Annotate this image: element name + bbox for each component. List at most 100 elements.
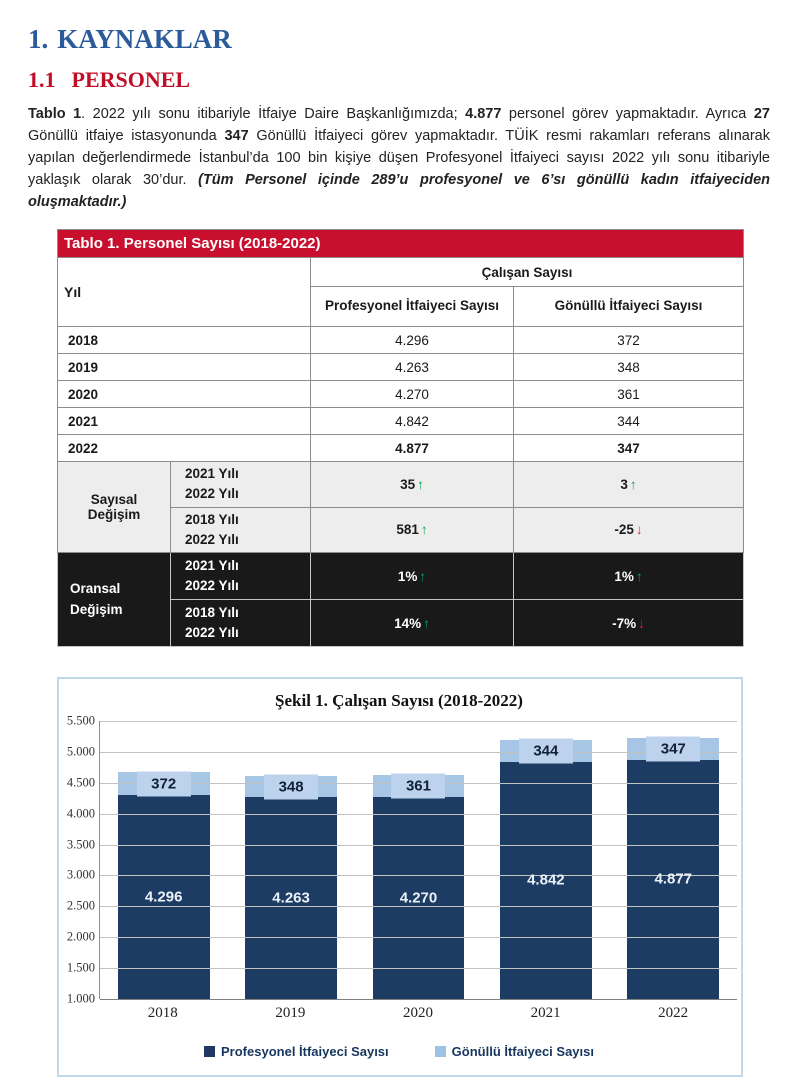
- legend-swatch-light-icon: [434, 1046, 446, 1058]
- professional-value-label: 4.296: [144, 888, 183, 906]
- table-subheader-row: Profesyonel İtfaiyeci Sayısı Gönüllü İtf…: [58, 286, 745, 328]
- y-axis-tick: 2.000: [66, 929, 95, 944]
- table-row: 2019 4.263 348: [57, 353, 745, 382]
- gridline: [100, 844, 737, 846]
- section-title: KAYNAKLAR: [57, 24, 232, 54]
- legend-item-professional: Profesyonel İtfaiyeci Sayısı: [204, 1044, 389, 1059]
- arrow-up-icon: ↑: [629, 476, 637, 492]
- professional-segment: 4.263: [245, 797, 337, 1000]
- figure-chart: Şekil 1. Çalışan Sayısı (2018-2022) 5.50…: [57, 677, 743, 1078]
- arrow-down-icon: ↓: [638, 615, 645, 631]
- x-axis-label: 2019: [275, 1005, 306, 1022]
- volunteer-change: -7% ↓: [512, 599, 745, 648]
- bar-2022: 347 4.877: [610, 721, 737, 1000]
- text-run: 27: [753, 105, 770, 122]
- professional-segment: 4.270: [372, 797, 465, 1000]
- gridline: [100, 906, 737, 908]
- period-line: 2022 Yılı: [185, 486, 239, 502]
- volunteer-value-label: 347: [646, 736, 701, 762]
- subsection-heading: 1.1 PERSONEL: [28, 66, 770, 92]
- year-cell: 2018: [57, 326, 311, 355]
- text-run: Gönüllü İtfaiyeci görev yapmaktadır. TÜİ…: [28, 127, 770, 188]
- year-column-header: Yıl: [57, 257, 311, 328]
- subsection-title: PERSONEL: [71, 66, 191, 92]
- professional-value-label: 4.877: [654, 870, 693, 888]
- professional-change: 1% ↑: [310, 552, 514, 601]
- professional-segment: 4.877: [627, 759, 720, 1000]
- period-cell: 2021 Yılı 2022 Yılı: [170, 461, 311, 508]
- y-axis-tick: 5.500: [66, 713, 95, 728]
- change-value: 1%: [397, 568, 418, 584]
- y-axis-tick: 1.500: [66, 960, 95, 975]
- text-run: (Tüm Personel içinde 289’u profesyonel v…: [28, 171, 770, 210]
- volunteer-column-header: Gönüllü İtfaiyeci Sayısı: [512, 286, 745, 328]
- bar-2021: 344 4.842: [482, 721, 609, 1000]
- arrow-up-icon: ↑: [635, 568, 643, 584]
- legend-label: Profesyonel İtfaiyeci Sayısı: [221, 1044, 389, 1060]
- stacked-bar: 344 4.842: [500, 738, 592, 1000]
- table-title: Tablo 1. Personel Sayısı (2018-2022): [56, 229, 745, 259]
- volunteer-count: 348: [512, 353, 745, 382]
- period-line: 2021 Yılı: [185, 466, 239, 482]
- professional-count: 4.877: [310, 434, 514, 463]
- volunteer-segment: 347: [627, 736, 720, 762]
- table-row: 2018 4.296 372: [57, 326, 745, 355]
- stacked-bar: 361 4.270: [372, 773, 465, 1000]
- professional-segment: 4.296: [117, 795, 210, 1000]
- gridline: [100, 937, 737, 939]
- professional-change: 35 ↑: [310, 461, 514, 508]
- change-value: 581: [396, 522, 419, 538]
- volunteer-value-label: 372: [136, 771, 191, 797]
- section-heading: 1. KAYNAKLAR: [28, 24, 770, 55]
- text-run: Gönüllü itfaiye istasyonunda: [28, 127, 225, 144]
- volunteer-value-label: 361: [391, 773, 446, 799]
- table-row: 2022 4.877 347: [57, 434, 745, 463]
- period-line: 2022 Yılı: [185, 578, 239, 594]
- period-line: 2022 Yılı: [185, 625, 239, 641]
- x-axis-label: 2021: [530, 1005, 561, 1022]
- period-cell: 2018 Yılı 2022 Yılı: [170, 506, 311, 554]
- y-axis-tick: 2.500: [66, 898, 95, 913]
- y-axis: 5.500 5.000 4.500 4.000 3.500 3.000 2.500 2.000…: [61, 714, 99, 1006]
- professional-count: 4.270: [310, 380, 514, 409]
- volunteer-count: 372: [512, 326, 745, 355]
- gridline: [100, 721, 737, 723]
- numeric-change-label: Sayısal Değişim: [57, 461, 171, 554]
- x-axis-label: 2020: [402, 1005, 433, 1022]
- text-run: 347: [224, 127, 249, 144]
- professional-change: 14% ↑: [310, 599, 514, 648]
- professional-column-header: Profesyonel İtfaiyeci Sayısı: [310, 286, 514, 328]
- volunteer-segment: 372: [117, 771, 210, 797]
- change-value: 3: [620, 476, 628, 492]
- period-line: 2018 Yılı: [185, 511, 239, 527]
- table-title-row: Tablo 1. Personel Sayısı (2018-2022): [56, 229, 745, 259]
- year-cell: 2021: [57, 407, 311, 436]
- volunteer-count: 344: [512, 407, 745, 436]
- subsection-number: 1.1: [28, 66, 56, 92]
- stacked-bar: 372 4.296: [117, 771, 210, 1000]
- bar-2019: 348 4.263: [227, 721, 354, 1000]
- percent-change-label: Oransal Değişim: [57, 552, 171, 648]
- professional-count: 4.263: [310, 353, 514, 382]
- text-run: Tablo 1: [28, 105, 82, 122]
- group-column-header: Çalışan Sayısı: [309, 257, 745, 288]
- change-value: 14%: [394, 615, 422, 631]
- y-axis-tick: 1.000: [66, 991, 95, 1006]
- volunteer-segment: 361: [372, 773, 465, 799]
- period-line: 2021 Yılı: [185, 557, 239, 573]
- professional-value-label: 4.842: [527, 871, 565, 889]
- volunteer-change: -25 ↓: [512, 506, 745, 554]
- period-line: 2022 Yılı: [185, 531, 239, 547]
- change-value: 35: [400, 476, 416, 492]
- text-run: . 2022 yılı sonu itibariyle İtfaiye Dair…: [81, 105, 466, 122]
- professional-change: 581 ↑: [310, 506, 514, 554]
- y-axis-tick: 3.000: [66, 867, 95, 882]
- bar-2020: 361 4.270: [355, 721, 482, 1000]
- percent-change-row: 2018 Yılı 2022 Yılı 14% ↑ -7% ↓: [57, 599, 745, 648]
- gridline: [100, 999, 737, 1001]
- period-line: 2018 Yılı: [185, 604, 239, 620]
- gridline: [100, 751, 737, 753]
- y-axis-tick: 3.500: [66, 837, 95, 852]
- volunteer-value-label: 344: [518, 738, 573, 764]
- arrow-down-icon: ↓: [635, 522, 643, 538]
